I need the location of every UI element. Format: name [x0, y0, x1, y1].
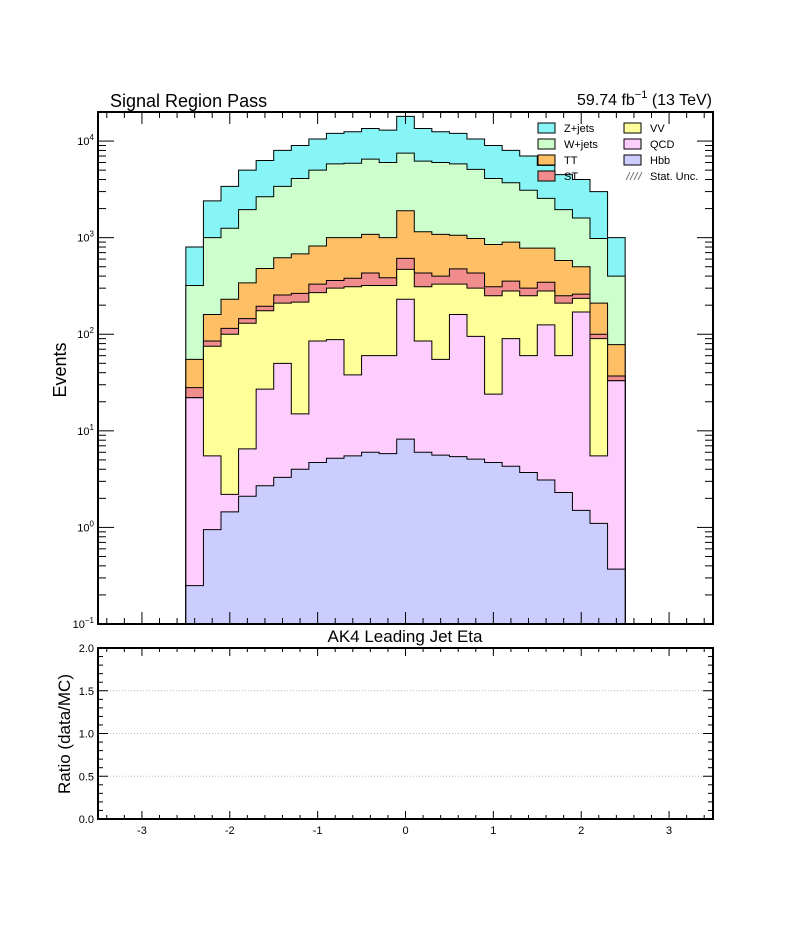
y-tick-label: 101 [77, 423, 94, 438]
main-plot-frame [97, 111, 714, 625]
y-tick-label: 102 [77, 326, 94, 341]
ratio-plot-frame [97, 647, 714, 820]
legend: Z+jets W+jets TT ST VV QCD Hbb Stat. Unc. [537, 122, 698, 183]
legend-label: ST [564, 171, 578, 183]
ratio-y-tick-label: 0.0 [79, 814, 94, 826]
y-tick-label: 10−1 [73, 616, 95, 631]
legend-swatch [537, 138, 556, 150]
lumi-prefix: 59.74 fb [577, 92, 635, 109]
ratio-y-tick-label: 1.5 [79, 686, 94, 698]
stat-unc-hatch [629, 171, 635, 181]
legend-swatch [623, 138, 642, 150]
ratio-y-tick-label: 2.0 [79, 643, 94, 655]
legend-label: VV [650, 123, 665, 135]
legend-label: Hbb [650, 155, 670, 167]
legend-entry-vv: VV [623, 122, 665, 135]
ratio-y-tick-label: 0.5 [79, 771, 94, 783]
x-axis-title: AK4 Leading Jet Eta [327, 627, 483, 646]
legend-swatch [623, 154, 642, 166]
legend-entry-qcd: QCD [623, 138, 675, 151]
ratio-grid [98, 690, 713, 777]
legend-swatch [537, 170, 556, 182]
ratio-y-tick-label: 1.0 [79, 729, 94, 741]
ratio-plot: 0.0 0.5 1.0 1.5 2.0 -3 -2 -1 0 1 2 3 [79, 643, 714, 837]
x-tick-label: 1 [490, 825, 496, 837]
x-tick-label: 3 [666, 825, 672, 837]
legend-label: W+jets [564, 139, 598, 151]
y-tick-label: 103 [77, 230, 94, 245]
legend-swatch [623, 122, 642, 134]
x-tick-label: -2 [225, 825, 235, 837]
y-axis-title: Events [50, 342, 70, 397]
legend-label: Stat. Unc. [650, 171, 698, 183]
lumi-label: 59.74 fb−1 (13 TeV) [577, 89, 712, 109]
stat-unc-hatch [633, 171, 639, 181]
main-plot: 10−1 100 101 102 103 104 Z+jets W+jets TT ST VV QC… [73, 111, 714, 631]
stack-layer-hbb [185, 438, 626, 624]
x-tick-label: -1 [313, 825, 323, 837]
lumi-suffix: (13 TeV) [647, 92, 712, 109]
x-tick-label: 0 [402, 825, 408, 837]
ratio-x-ticks: -3 -2 -1 0 1 2 3 [106, 648, 705, 837]
stack-layers [185, 115, 626, 624]
legend-entry-tt: TT [537, 154, 578, 167]
y-tick-label: 104 [77, 133, 94, 148]
legend-label: Z+jets [564, 123, 595, 135]
legend-label: TT [564, 155, 578, 167]
lumi-exponent: −1 [635, 89, 648, 101]
legend-entry-z-jets: Z+jets [537, 122, 595, 135]
ratio-y-axis-title: Ratio (data/MC) [55, 674, 74, 794]
legend-label: QCD [650, 139, 675, 151]
legend-swatch [537, 122, 556, 134]
stat-unc-hatch [637, 171, 643, 181]
chart-title: Signal Region Pass [110, 91, 267, 111]
legend-entry-stat-unc: Stat. Unc. [625, 171, 698, 183]
legend-swatch [537, 154, 556, 166]
stat-unc-hatch [625, 171, 631, 181]
ratio-y-ticks: 0.0 0.5 1.0 1.5 2.0 [79, 643, 713, 826]
legend-entry-w-jets: W+jets [537, 138, 598, 151]
legend-entry-hbb: Hbb [623, 154, 670, 167]
x-tick-label: 2 [578, 825, 584, 837]
x-tick-label: -3 [137, 825, 147, 837]
legend-entry-st: ST [537, 170, 578, 183]
y-tick-label: 100 [77, 519, 94, 534]
